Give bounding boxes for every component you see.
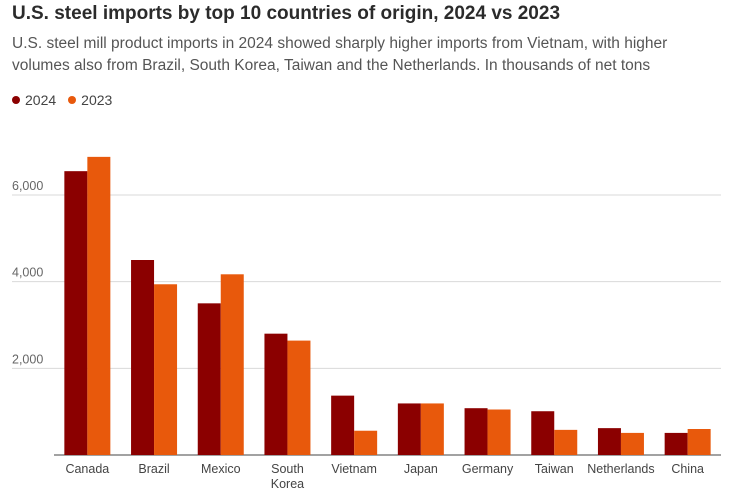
bar-2024-south-korea xyxy=(264,333,288,455)
legend-item-2023: 2023 xyxy=(68,92,112,108)
x-tick-label-japan: Japan xyxy=(404,462,438,476)
bar-2024-brazil xyxy=(131,260,155,455)
bar-2023-china xyxy=(687,429,711,455)
bar-2024-china xyxy=(664,432,688,455)
legend-item-2024: 2024 xyxy=(12,92,56,108)
bar-2024-netherlands xyxy=(597,428,621,455)
bar-2023-south-korea xyxy=(287,340,311,455)
legend-swatch-2023 xyxy=(68,96,77,104)
bar-2023-japan xyxy=(420,403,444,455)
bar-2024-mexico xyxy=(197,303,221,455)
x-tick-label-vietnam: Vietnam xyxy=(331,462,377,476)
bar-2023-mexico xyxy=(220,274,244,455)
y-tick-label-6000: 6,000 xyxy=(12,179,43,193)
bar-2024-taiwan xyxy=(531,411,555,455)
x-tick-label-china: China xyxy=(671,462,704,476)
chart-title: U.S. steel imports by top 10 countries o… xyxy=(12,3,561,24)
bar-2023-netherlands xyxy=(620,432,644,455)
bar-2024-germany xyxy=(464,408,488,455)
legend-label-2023: 2023 xyxy=(81,92,113,108)
bar-2023-brazil xyxy=(154,284,178,455)
x-tick-label-mexico: Mexico xyxy=(201,462,241,476)
x-tick-label-netherlands: Netherlands xyxy=(587,462,654,476)
x-tick-label-germany: Germany xyxy=(462,462,514,476)
chart-subtitle: U.S. steel mill product imports in 2024 … xyxy=(12,35,668,74)
bar-2023-germany xyxy=(487,409,511,455)
y-tick-label-4000: 4,000 xyxy=(12,266,43,280)
x-tick-label-brazil: Brazil xyxy=(138,462,169,476)
x-tick-label-taiwan: Taiwan xyxy=(535,462,574,476)
x-tick-label-south-korea: South Korea xyxy=(271,462,304,491)
bar-2024-japan xyxy=(397,403,421,455)
x-tick-label-canada: Canada xyxy=(65,462,109,476)
legend: 2024 2023 xyxy=(12,92,112,108)
bar-2023-vietnam xyxy=(354,430,378,455)
y-tick-label-2000: 2,000 xyxy=(12,352,43,366)
bar-2023-taiwan xyxy=(554,429,578,455)
legend-swatch-2024 xyxy=(12,96,20,104)
legend-label-2024: 2024 xyxy=(25,92,57,108)
bar-2024-canada xyxy=(64,171,88,455)
bar-2024-vietnam xyxy=(331,395,355,455)
bar-2023-canada xyxy=(87,156,111,455)
